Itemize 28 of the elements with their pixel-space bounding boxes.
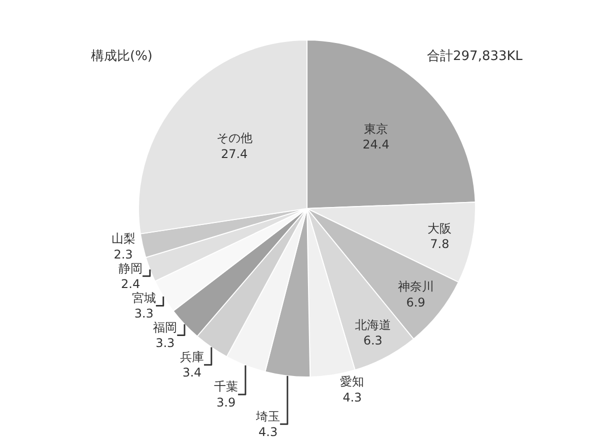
slice-label: 千葉 [214, 380, 238, 394]
data-label: 3.3 [156, 336, 175, 350]
data-label: 4.3 [258, 424, 278, 439]
slice-label: 埼玉 [255, 409, 280, 424]
data-label: 6.9 [406, 295, 426, 310]
slice-label: 福岡 [153, 320, 178, 334]
slice-label: 北海道 [354, 318, 391, 332]
data-label: 7.8 [430, 237, 450, 252]
data-label: 2.4 [121, 276, 140, 291]
data-label: 27.4 [220, 146, 248, 161]
text: 合計297,833KL [427, 49, 524, 64]
data-label: 3.9 [216, 395, 236, 410]
data-label: 6.3 [363, 334, 382, 348]
data-label: 4.3 [342, 390, 362, 404]
slice-label: その他 [216, 131, 252, 146]
text: 構成比(%) [91, 49, 152, 64]
slice-label: 山梨 [111, 232, 136, 246]
slice-label: 大阪 [428, 222, 452, 236]
slice-label: 宮城 [132, 290, 156, 305]
slice-label: 神奈川 [398, 280, 434, 294]
slice-label: 静岡 [118, 261, 143, 276]
slice-label: 兵庫 [180, 350, 204, 364]
data-label: 3.4 [182, 366, 202, 380]
data-label: 2.3 [114, 247, 133, 262]
slice-label: 愛知 [340, 374, 364, 389]
data-label: 24.4 [362, 138, 390, 152]
slice-label: 東京 [364, 122, 388, 136]
data-label: 3.3 [134, 306, 154, 320]
